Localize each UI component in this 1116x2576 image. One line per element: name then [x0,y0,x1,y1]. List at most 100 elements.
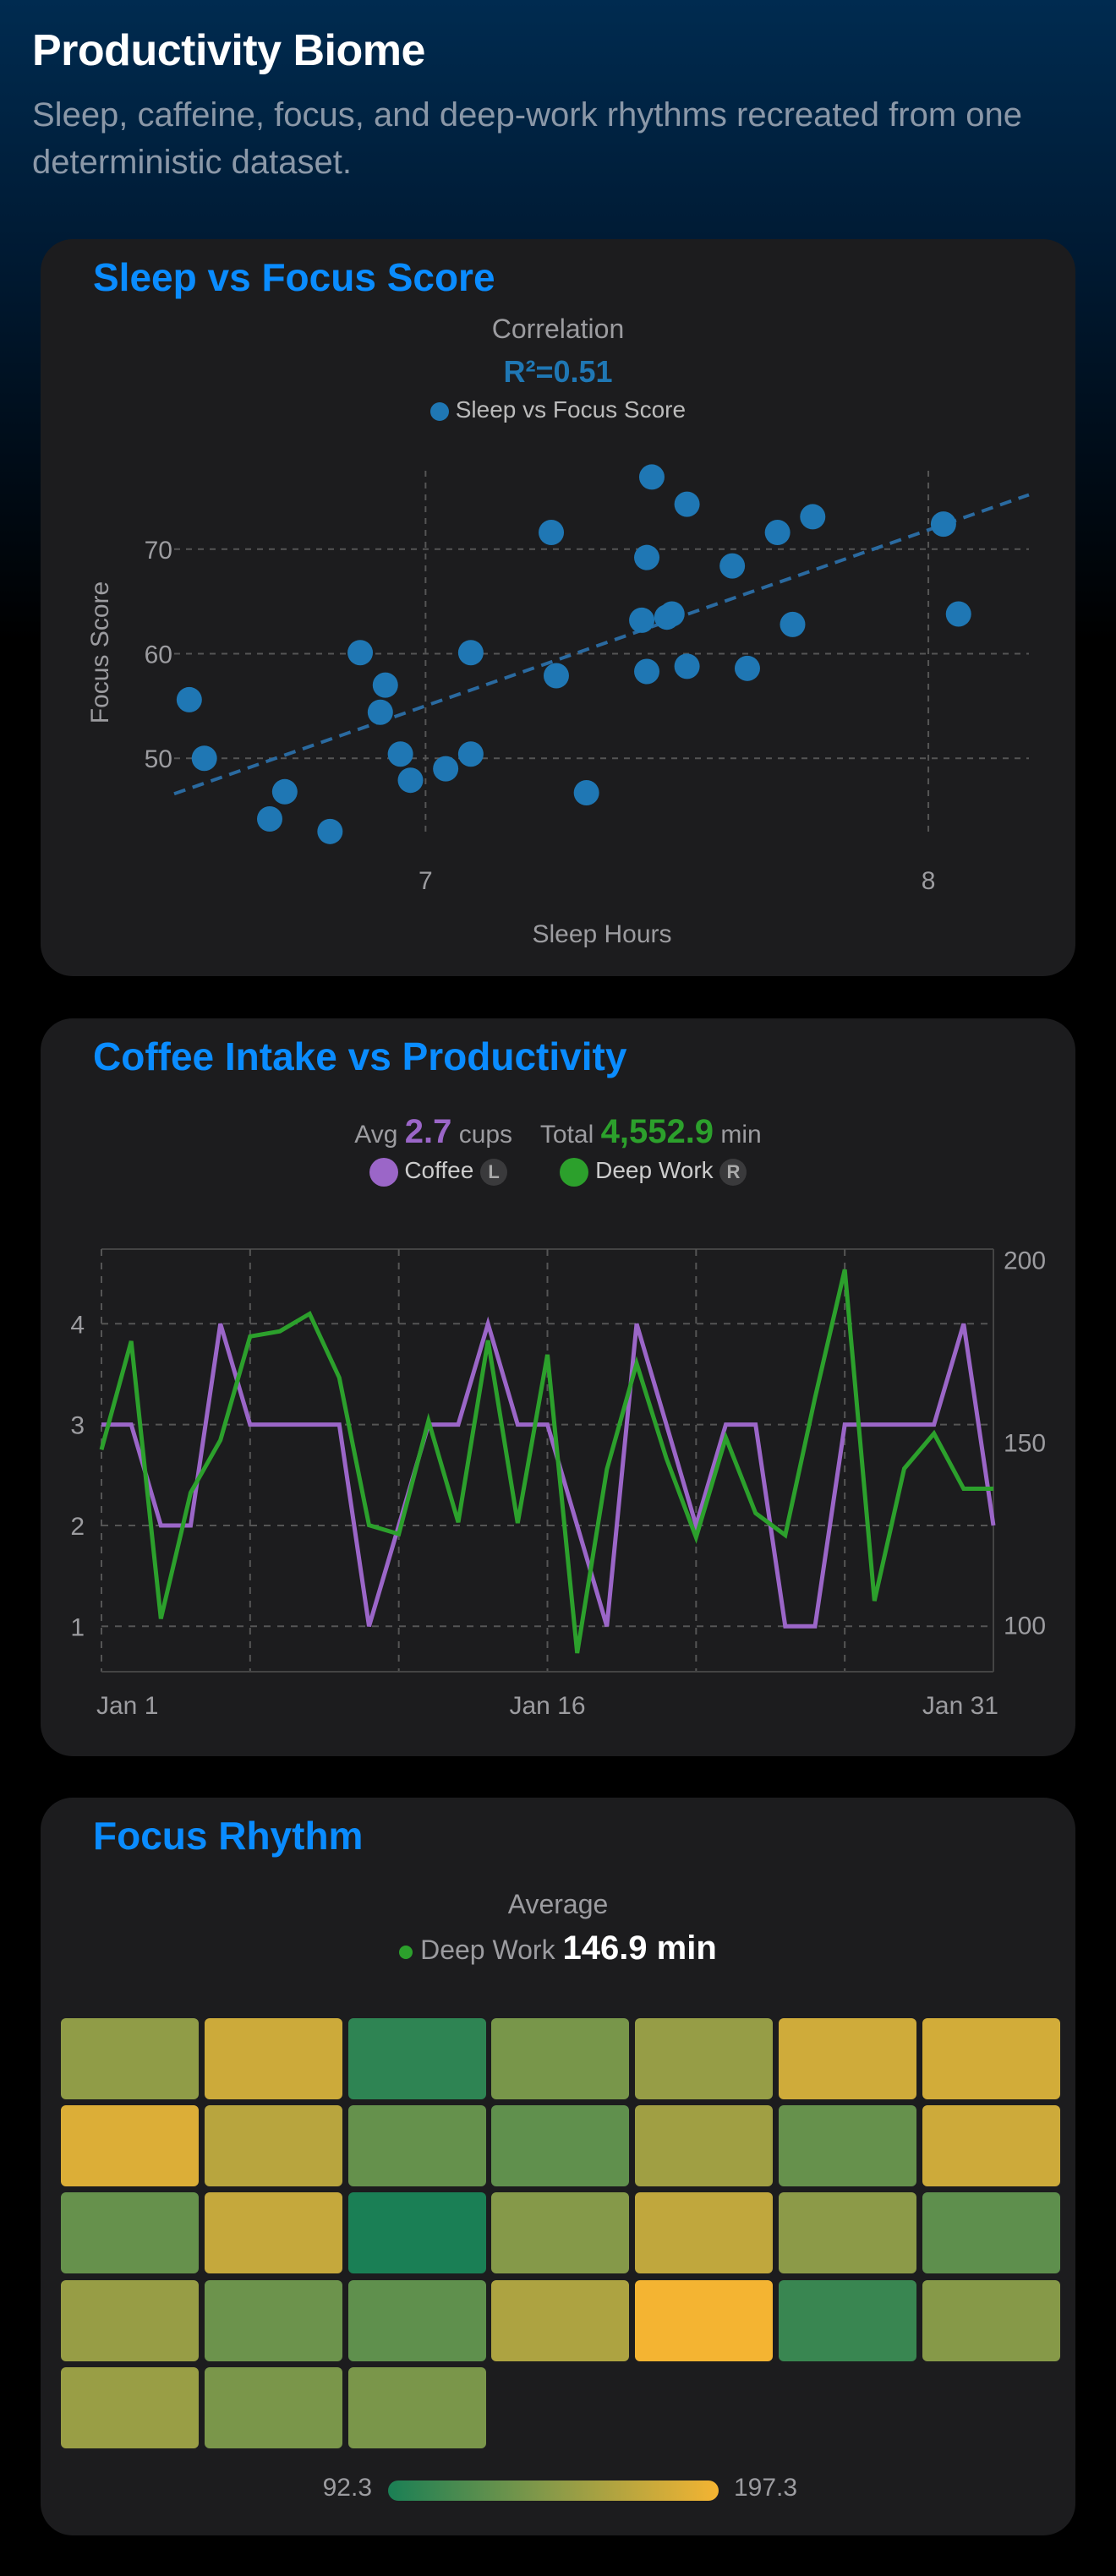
heatmap-cell[interactable] [204,2018,342,2099]
y-axis-label: Focus Score [86,581,114,723]
heatmap-cell[interactable] [491,2279,630,2361]
scatter-point [634,544,660,570]
heatmap-cell[interactable] [61,2279,199,2361]
scatter-point [347,640,374,666]
scatter-point [543,663,569,689]
card-title: Sleep vs Focus Score [93,255,495,299]
avg-unit: cups [458,1121,513,1149]
scatter-point [634,658,660,685]
average-label: Average [507,1889,609,1919]
heatmap-cell[interactable] [635,2279,774,2361]
legend-deep-work[interactable]: Deep Work R [560,1157,747,1187]
avg-label: Avg [354,1121,398,1149]
scatter-point [945,601,971,627]
heatmap-cell[interactable] [922,2279,1060,2361]
heatmap-cell[interactable] [491,2105,630,2187]
scatter-point [256,805,282,832]
sleep-focus-card: Sleep vs Focus Score Correlation R²=0.51… [41,239,1075,976]
scatter-point [764,519,790,545]
heatmap-summary: Deep Work 146.9 min [41,1929,1075,1967]
heatmap-cell[interactable] [779,2279,916,2361]
axis-badge-left: L [480,1158,508,1186]
scatter-point [367,699,393,725]
scatter-point [387,741,413,767]
scale-max-label: 197.3 [734,2474,798,2502]
left-y-tick-label: 2 [70,1513,85,1541]
legend-label: Deep Work [595,1157,714,1183]
heatmap-cell[interactable] [204,2279,342,2361]
scatter-point [674,491,700,517]
average-value: 146.9 min [562,1929,717,1967]
heatmap-cell[interactable] [779,2018,916,2099]
deep-work-line [99,1269,993,1654]
scatter-point [433,756,459,782]
scatter-point [734,655,760,681]
legend-dot-icon [429,401,449,421]
heatmap-grid [61,2018,1060,2449]
heatmap-cell[interactable] [61,2105,199,2187]
deep-work-dot-icon [399,1945,413,1959]
coffee-productivity-card: Coffee Intake vs Productivity Avg 2.7 cu… [41,1018,1075,1756]
card-title: Coffee Intake vs Productivity [93,1034,627,1078]
heatmap-cell[interactable] [61,2192,199,2274]
scatter-point [930,511,956,538]
heatmap-cell[interactable] [922,2105,1060,2187]
y-tick-label: 70 [145,537,172,565]
heatmap-cell[interactable] [204,2105,342,2187]
color-scale-bar [388,2480,719,2501]
heatmap-cell[interactable] [635,2018,774,2099]
scatter-point [780,611,806,637]
scatter-legend[interactable]: Sleep vs Focus Score [41,396,1075,423]
heatmap-cell[interactable] [491,2192,630,2274]
y-tick-label: 50 [145,745,172,773]
total-label: Total [539,1121,594,1149]
trend-line [173,493,1030,796]
heatmap-cell[interactable] [347,2018,486,2099]
right-y-tick-label: 150 [1004,1430,1046,1458]
page-subtitle: Sleep, caffeine, focus, and deep-work rh… [32,96,1022,181]
heatmap-cell[interactable] [635,2192,774,2274]
heatmap-cell[interactable] [491,2018,630,2099]
heatmap-cell[interactable] [347,2192,486,2274]
heatmap-cell[interactable] [922,2192,1060,2274]
total-value: 4,552.9 [600,1113,714,1150]
x-tick-label: Jan 1 [96,1692,158,1720]
line-chart: 1 2 3 4 100 150 200 Jan 1 Jan 16 Jan 31 [70,1247,1046,1720]
left-y-tick-label: 4 [70,1311,85,1339]
heatmap-cell[interactable] [347,2279,486,2361]
page-title: Productivity Biome [32,26,425,75]
scatter-point [317,818,343,844]
x-axis-label: Sleep Hours [532,920,671,948]
r-squared-value: R²=0.51 [503,354,613,389]
deep-work-dot-icon [560,1157,589,1187]
x-tick-label: 7 [418,867,433,895]
heatmap-cell[interactable] [347,2105,486,2187]
legend-coffee[interactable]: Coffee L [369,1157,514,1187]
heatmap-cell[interactable] [204,2366,342,2448]
heatmap-cell[interactable] [635,2105,774,2187]
scatter-point [719,553,746,579]
heatmap-cell[interactable] [779,2192,916,2274]
left-y-tick-label: 3 [70,1412,85,1440]
heatmap-cell[interactable] [61,2018,199,2099]
left-y-tick-label: 1 [70,1613,85,1641]
heatmap-cell[interactable] [922,2018,1060,2099]
total-unit: min [720,1121,762,1149]
scatter-point [539,519,565,545]
line-summary: Avg 2.7 cups Total 4,552.9 min [41,1113,1075,1151]
scatter-point [638,464,665,490]
focus-rhythm-card: Focus Rhythm Average Deep Work 146.9 min… [41,1798,1075,2535]
scatter-point [271,778,298,805]
right-y-tick-label: 200 [1004,1247,1046,1275]
axis-badge-right: R [719,1158,747,1186]
heatmap-cell[interactable] [779,2105,916,2187]
heatmap-cell[interactable] [204,2192,342,2274]
avg-value: 2.7 [404,1113,452,1150]
coffee-dot-icon [369,1157,398,1187]
scatter-point [659,601,685,627]
heatmap-cell[interactable] [61,2366,199,2448]
scatter-point [457,741,484,767]
scale-min-label: 92.3 [322,2474,372,2502]
x-tick-label: Jan 16 [509,1692,585,1720]
heatmap-cell[interactable] [347,2366,486,2448]
